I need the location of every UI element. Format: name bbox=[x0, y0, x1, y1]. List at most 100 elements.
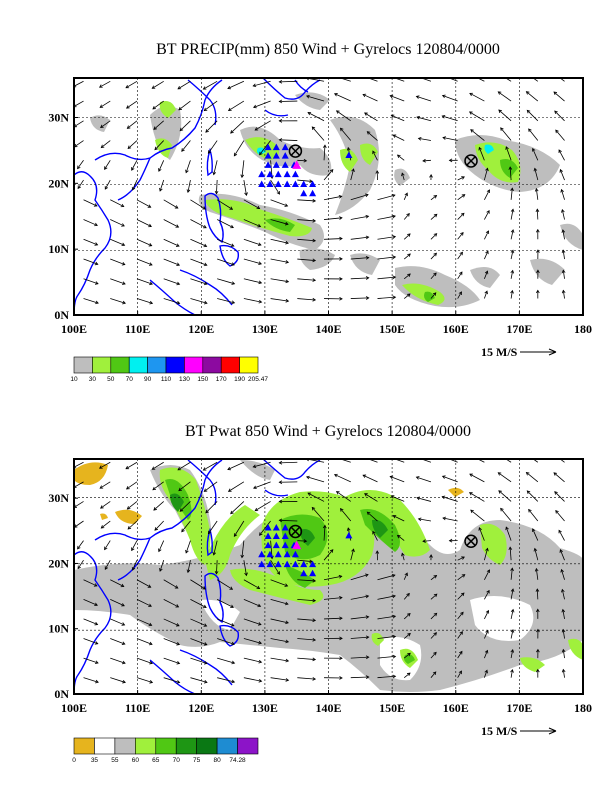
colorbar-label: 60 bbox=[132, 757, 140, 764]
wind-vector bbox=[217, 677, 235, 683]
wind-vector bbox=[510, 250, 514, 260]
gyre-triangle bbox=[281, 143, 289, 151]
wind-vector bbox=[136, 238, 152, 247]
colorbar-label: 90 bbox=[144, 376, 152, 383]
colorbar-label: 130 bbox=[179, 376, 190, 383]
wind-vector bbox=[204, 481, 218, 492]
wind-vector bbox=[430, 612, 437, 620]
wind-vector bbox=[457, 252, 463, 260]
wind-vector bbox=[457, 592, 465, 600]
wind-vector bbox=[397, 154, 405, 161]
wind-vector bbox=[110, 298, 126, 304]
wind-vector bbox=[377, 574, 395, 581]
wind-vector bbox=[323, 549, 334, 561]
gyre-triangle bbox=[264, 524, 272, 531]
gyre-triangle bbox=[283, 170, 291, 178]
wind-vector bbox=[216, 598, 234, 608]
gyre-triangle bbox=[274, 550, 282, 558]
wind-vector bbox=[153, 120, 164, 130]
wind-vector bbox=[136, 258, 153, 266]
wind-vector bbox=[336, 491, 351, 502]
colorbar-swatch bbox=[155, 737, 177, 755]
wind-vector bbox=[476, 459, 485, 463]
gyre-triangle bbox=[258, 550, 266, 558]
wind-vector bbox=[457, 556, 465, 561]
gyre-triangle bbox=[272, 524, 280, 531]
wind-vector bbox=[243, 618, 262, 626]
wind-vector bbox=[362, 94, 378, 102]
wind-vector bbox=[397, 535, 405, 541]
gyre-triangle bbox=[291, 170, 299, 178]
colorbar-label: 10 bbox=[70, 376, 78, 383]
wind-vector bbox=[152, 100, 164, 110]
wind-vector bbox=[416, 116, 432, 122]
wind-vector bbox=[372, 150, 378, 161]
wind-vector bbox=[457, 212, 465, 220]
gyre-triangle bbox=[272, 532, 280, 540]
wind-vector bbox=[152, 461, 164, 470]
wind-vector bbox=[350, 549, 354, 561]
wind-vector bbox=[526, 91, 539, 102]
wind-vector bbox=[99, 461, 111, 469]
wind-vector bbox=[104, 179, 111, 190]
colorbar-swatch bbox=[94, 737, 116, 755]
wind-vector bbox=[243, 657, 262, 663]
wind-vector bbox=[498, 472, 512, 483]
wind-vector bbox=[393, 134, 405, 141]
wind-vector bbox=[510, 270, 514, 279]
wind-vector bbox=[350, 257, 369, 260]
wind-vector bbox=[216, 560, 218, 574]
wind-vector bbox=[110, 657, 126, 664]
wind-vector bbox=[270, 638, 289, 643]
wind-vector bbox=[104, 540, 111, 550]
wind-vector bbox=[217, 618, 234, 627]
wind-vector bbox=[323, 145, 326, 161]
gyre-triangle bbox=[291, 550, 299, 558]
wind-vector bbox=[163, 598, 179, 608]
wind-vector bbox=[526, 110, 539, 122]
wind-vector bbox=[498, 91, 512, 102]
wind-vector bbox=[279, 139, 298, 141]
wind-vector bbox=[324, 617, 343, 620]
wind-vector bbox=[74, 481, 84, 488]
wind-vector bbox=[457, 651, 463, 659]
wind-vector bbox=[340, 508, 352, 522]
wind-vector bbox=[457, 271, 463, 280]
wind-vector bbox=[187, 179, 191, 193]
wind-vector bbox=[154, 520, 165, 531]
wind-vector bbox=[83, 598, 98, 606]
wind-vector bbox=[163, 298, 180, 304]
wind-vector bbox=[334, 474, 351, 483]
wind-vector bbox=[430, 272, 437, 280]
gyre-triangle bbox=[264, 161, 272, 168]
wind-vector bbox=[559, 459, 565, 463]
wind-vector bbox=[528, 128, 539, 141]
wind-vector bbox=[132, 179, 138, 191]
wind-vector bbox=[100, 120, 111, 128]
colorbar-swatch bbox=[92, 356, 112, 374]
wind-vector bbox=[553, 91, 565, 102]
x-tick-label: 100E bbox=[61, 701, 87, 715]
wind-vector bbox=[253, 461, 271, 468]
wind-vector bbox=[243, 219, 261, 227]
wind-vector bbox=[153, 501, 164, 511]
wind-vector bbox=[484, 569, 490, 580]
wind-vector bbox=[136, 618, 152, 626]
wind-vector bbox=[323, 525, 326, 541]
wind-vector bbox=[270, 238, 289, 244]
wind-vector bbox=[442, 115, 458, 122]
wind-vector bbox=[253, 481, 271, 489]
wind-vector bbox=[83, 199, 98, 207]
wind-vector bbox=[336, 110, 351, 122]
gyre-triangle bbox=[309, 189, 317, 197]
gyre-triangle bbox=[300, 560, 308, 568]
wind-vector bbox=[484, 230, 489, 240]
wind-vector bbox=[422, 540, 431, 542]
wind-vector bbox=[83, 278, 99, 285]
wind-vector bbox=[367, 131, 378, 141]
wind-vector bbox=[270, 677, 289, 681]
wind-vector bbox=[127, 140, 138, 149]
wind-vector bbox=[297, 179, 313, 182]
wind-vector bbox=[554, 491, 565, 502]
wind-vector bbox=[217, 638, 235, 645]
